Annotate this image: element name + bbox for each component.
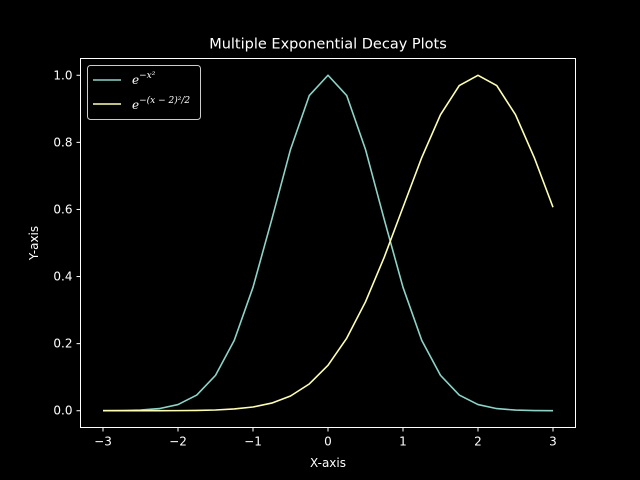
series-line-1: [102, 74, 554, 412]
legend-label-series-1: e−x²: [132, 71, 156, 87]
y-axis-label: Y-axis: [27, 226, 41, 261]
x-tick-label: 2: [474, 435, 482, 449]
x-tick-label: 0: [324, 435, 332, 449]
x-tick-label: 1: [399, 435, 407, 449]
y-ticks: 0.0 0.2 0.4 0.6 0.8 1.0: [53, 68, 81, 418]
x-tick-label: 3: [549, 435, 557, 449]
y-tick-label: 1.0: [53, 68, 72, 82]
chart-title: Multiple Exponential Decay Plots: [209, 37, 447, 53]
legend-label-series-2: e−(x − 2)²/2: [132, 95, 190, 112]
x-tick-label: −3: [94, 435, 112, 449]
legend: e−x² e−(x − 2)²/2: [87, 65, 201, 120]
y-tick-label: 0.8: [53, 135, 72, 149]
legend-label-series-2-exponent: −(x − 2)²/2: [139, 95, 190, 106]
legend-label-series-1-exponent: −x²: [139, 71, 156, 81]
series-line-2: [103, 74, 554, 412]
legend-label-series-1-base: e: [132, 73, 139, 87]
y-tick-label: 0.0: [53, 404, 72, 418]
y-tick-label: 0.6: [53, 202, 72, 216]
legend-label-series-2-base: e: [132, 98, 139, 112]
x-ticks: −3 −2 −1 0 1 2 3: [94, 427, 557, 449]
y-tick-label: 0.2: [53, 337, 72, 351]
plot-area: [102, 74, 554, 412]
legend-box: [87, 65, 201, 120]
x-tick-label: −2: [169, 435, 187, 449]
x-axis-label: X-axis: [310, 456, 346, 470]
x-tick-label: −1: [244, 435, 262, 449]
y-tick-label: 0.4: [53, 270, 72, 284]
